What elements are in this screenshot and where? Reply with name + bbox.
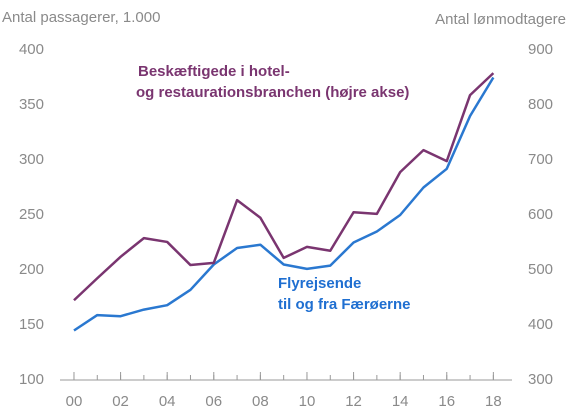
y2-tick-label: 500 [528, 261, 553, 278]
x-tick-label: 14 [392, 393, 409, 410]
annotation: til og fra Færøerne [278, 296, 411, 313]
y2-tick-label: 900 [528, 41, 553, 58]
y-tick-label: 350 [19, 96, 44, 113]
x-tick-label: 04 [159, 393, 176, 410]
x-tick-label: 12 [345, 393, 362, 410]
y2-axis-label: Antal lønmodtagere [435, 11, 566, 28]
annotation: Flyrejsende [278, 275, 361, 292]
y2-tick-label: 600 [528, 206, 553, 223]
annotation: og restaurationsbranchen (højre akse) [136, 84, 409, 101]
y2-tick-label: 800 [528, 96, 553, 113]
y-tick-label: 150 [19, 316, 44, 333]
y2-tick-label: 300 [528, 371, 553, 388]
series-line [73, 76, 495, 332]
y-tick-label: 400 [19, 41, 44, 58]
y2-tick-label: 700 [528, 151, 553, 168]
y-tick-label: 300 [19, 151, 44, 168]
y-axis-label: Antal passagerer, 1.000 [2, 9, 160, 26]
y2-tick-label: 400 [528, 316, 553, 333]
x-tick-label: 10 [299, 393, 316, 410]
x-tick-label: 16 [438, 393, 455, 410]
series-line [73, 72, 495, 302]
x-tick-label: 02 [112, 393, 129, 410]
y-tick-label: 200 [19, 261, 44, 278]
x-tick-label: 18 [485, 393, 502, 410]
annotation: Beskæftigede i hotel- [138, 63, 290, 80]
x-tick-label: 06 [205, 393, 222, 410]
y-tick-label: 250 [19, 206, 44, 223]
y-tick-label: 100 [19, 371, 44, 388]
x-tick-label: 08 [252, 393, 269, 410]
x-tick-label: 00 [66, 393, 83, 410]
